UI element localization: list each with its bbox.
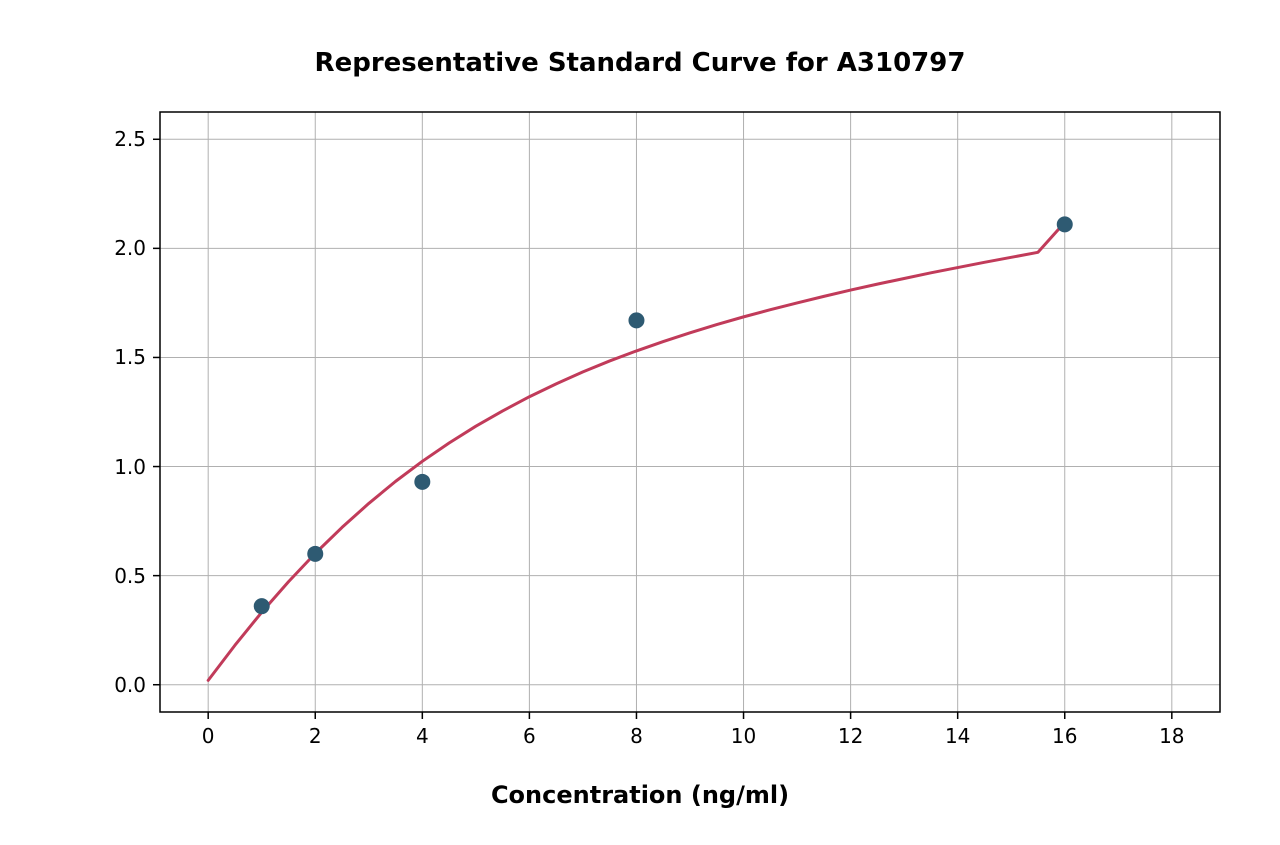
- data-point: [1057, 216, 1073, 232]
- x-tick-label: 0: [202, 724, 215, 748]
- y-tick-label: 1.0: [110, 455, 146, 479]
- x-tick-label: 16: [1052, 724, 1077, 748]
- x-tick-label: 18: [1159, 724, 1184, 748]
- x-tick-label: 10: [731, 724, 756, 748]
- x-tick-label: 6: [523, 724, 536, 748]
- y-tick-label: 2.5: [110, 127, 146, 151]
- y-tick-label: 0.0: [110, 673, 146, 697]
- plot-area: [160, 112, 1220, 712]
- x-tick-label: 2: [309, 724, 322, 748]
- y-tick-label: 2.0: [110, 236, 146, 260]
- y-tick-label: 0.5: [110, 564, 146, 588]
- plot-svg: [160, 112, 1220, 712]
- data-point: [628, 312, 644, 328]
- figure: Representative Standard Curve for A31079…: [0, 0, 1280, 845]
- x-tick-label: 14: [945, 724, 970, 748]
- plot-background: [160, 112, 1220, 712]
- x-tick-label: 4: [416, 724, 429, 748]
- data-point: [414, 474, 430, 490]
- chart-title: Representative Standard Curve for A31079…: [0, 48, 1280, 78]
- x-tick-label: 8: [630, 724, 643, 748]
- x-tick-label: 12: [838, 724, 863, 748]
- data-point: [307, 546, 323, 562]
- y-tick-label: 1.5: [110, 345, 146, 369]
- x-axis-label: Concentration (ng/ml): [0, 781, 1280, 809]
- data-point: [254, 598, 270, 614]
